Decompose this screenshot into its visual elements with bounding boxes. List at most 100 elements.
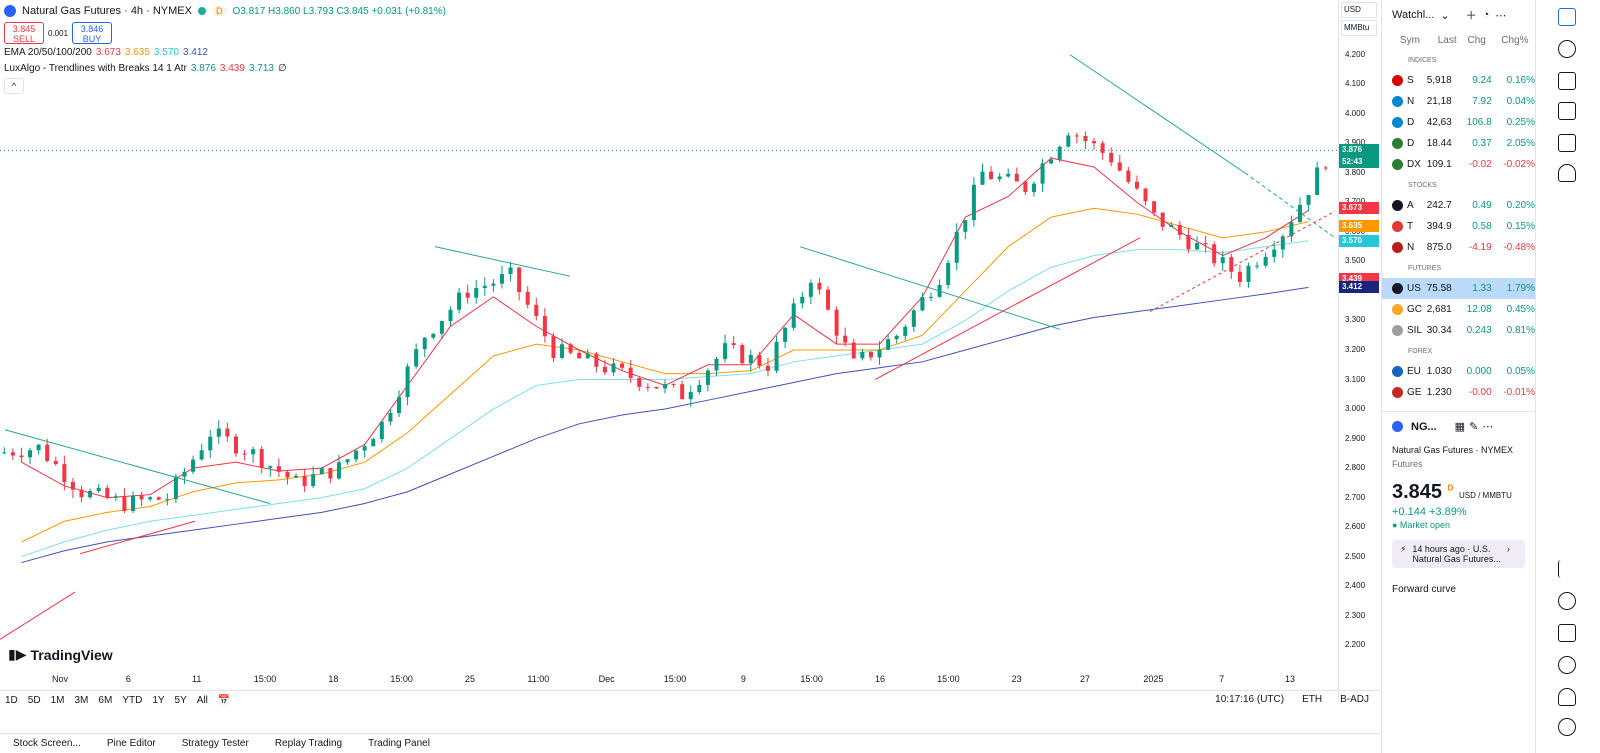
detail-type: Futures [1392, 459, 1423, 469]
buy-button[interactable]: 3.846 BUY [72, 22, 112, 44]
bottom-panel-tabs: Stock Screen... Pine Editor Strategy Tes… [0, 733, 1380, 753]
calendar-icon[interactable] [1558, 624, 1576, 642]
news-card[interactable]: ⚡ 14 hours ago · U.S. Natural Gas Future… [1392, 540, 1525, 568]
community-icon[interactable] [1558, 656, 1576, 674]
tab-pine-editor[interactable]: Pine Editor [106, 738, 156, 749]
calendar-goto-icon[interactable]: 📅 [217, 695, 231, 706]
ema20-line [21, 157, 1309, 499]
chart-area[interactable]: Nov 6 11 15:00 18 15:00 25 11:00 Dec 15:00 9 15:00 1… [0, 0, 1380, 700]
watchlist-row[interactable]: US 75.58 1.33 1.79% [1382, 278, 1535, 299]
range-ytd[interactable]: YTD [122, 695, 143, 706]
candle-body [36, 444, 41, 451]
row-last: 242.7 [1426, 200, 1452, 211]
symbol-logo-icon [1392, 159, 1403, 170]
forward-curve-link[interactable]: Forward curve [1392, 584, 1456, 595]
tab-replay-trading[interactable]: Replay Trading [274, 738, 343, 749]
layers-icon[interactable] [1558, 102, 1576, 120]
col-chgp[interactable]: Chg% [1501, 34, 1529, 46]
tab-strategy-tester[interactable]: Strategy Tester [181, 738, 249, 749]
range-5d[interactable]: 5D [27, 695, 41, 706]
add-symbol-icon[interactable]: ＋ [1465, 10, 1477, 22]
detail-name[interactable]: Natural Gas Futures [1392, 445, 1474, 455]
watchlist-row[interactable]: DX 109.1 -0.02 -0.02% [1382, 154, 1535, 175]
luxalgo-indicator-row[interactable]: LuxAlgo - Trendlines with Breaks 14 1 At… [4, 60, 446, 76]
range-5y[interactable]: 5Y [174, 695, 187, 706]
sell-button[interactable]: 3.845 SELL [4, 22, 44, 44]
market-status-dot [197, 7, 206, 15]
candle-body [388, 413, 393, 422]
watchlist-section-futures[interactable]: FUTURES [1408, 265, 1442, 272]
watchlist-row[interactable]: N 875.0 -4.19 -0.48% [1382, 237, 1535, 258]
row-change-percent: 0.15% [1506, 221, 1535, 232]
watchlist-title[interactable]: Watchl... [1392, 9, 1435, 21]
tab-stock-screener[interactable]: Stock Screen... [13, 738, 81, 749]
grid-icon[interactable]: ▦ [1454, 421, 1466, 433]
utc-clock[interactable]: 10:17:16 (UTC) [1215, 694, 1285, 705]
ema100-value: 3.570 [153, 46, 179, 58]
tradingview-logo[interactable]: ▮▶ TradingView [8, 646, 113, 663]
watchlist-row[interactable]: N 21,18 7.92 0.04% [1382, 91, 1535, 112]
watchlist-section-forex[interactable]: FOREX [1408, 348, 1433, 355]
range-1m[interactable]: 1M [50, 695, 65, 706]
alerts-clock-icon[interactable] [1558, 40, 1576, 58]
chevron-down-icon[interactable]: ⌄ [1440, 9, 1450, 22]
candle-body [1083, 136, 1088, 142]
candle-body [602, 366, 607, 373]
watchlist-row[interactable]: T 394.9 0.58 0.15% [1382, 216, 1535, 237]
eth-toggle[interactable]: ETH [1302, 694, 1323, 705]
watchlist-section-indices[interactable]: INDICES [1408, 57, 1437, 64]
candle-body [774, 341, 779, 371]
edit-icon[interactable]: ✎ [1469, 421, 1479, 433]
range-1d[interactable]: 1D [5, 695, 18, 706]
price-chart[interactable]: Nov 6 11 15:00 18 15:00 25 11:00 Dec 15:00 9 15:00 1… [0, 0, 1338, 690]
watchlist-row[interactable]: A 242.7 0.49 0.20% [1382, 195, 1535, 216]
range-all[interactable]: All [196, 695, 208, 706]
data-window-icon[interactable] [1558, 72, 1576, 90]
watchlist-row[interactable]: S 5,918 9.24 0.16% [1382, 70, 1535, 91]
watchlist-row[interactable]: SIL 30.34 0.243 0.81% [1382, 320, 1535, 341]
advanced-view-icon[interactable]: ◔ [1482, 9, 1490, 21]
symbol-title[interactable]: Natural Gas Futures · 4h · NYMEX [22, 5, 192, 17]
help-icon[interactable] [1558, 718, 1576, 736]
unit-selector[interactable]: MMBtu [1341, 20, 1377, 36]
collapse-legend-button[interactable]: ^ [4, 78, 24, 94]
currency-selector[interactable]: USD [1341, 2, 1377, 18]
row-change: 0.58 [1472, 221, 1492, 232]
candle-body [1057, 146, 1062, 160]
candle-body [705, 370, 710, 385]
col-sym[interactable]: Sym [1400, 34, 1420, 46]
badj-toggle[interactable]: B-ADJ [1340, 694, 1369, 705]
watchlist-row[interactable]: GE 1.230 -0.00 -0.01% [1382, 382, 1535, 403]
chat-icon[interactable] [1558, 134, 1576, 152]
target-icon[interactable] [1558, 592, 1576, 610]
watchlist-row[interactable]: D 42,63 106.8 0.25% [1382, 112, 1535, 133]
detail-symbol[interactable]: NG... [1411, 420, 1437, 433]
candle-body [233, 436, 238, 454]
price-axis[interactable]: USD MMBtu 4.200 4.100 4.000 3.900 3.800 3.700… [1338, 0, 1380, 700]
range-3m[interactable]: 3M [74, 695, 89, 706]
bell-icon[interactable] [1558, 688, 1576, 706]
watchlist-row[interactable]: GC 2,681 12.08 0.45% [1382, 299, 1535, 320]
col-last[interactable]: Last [1437, 34, 1457, 46]
more-icon[interactable]: ⋯ [1482, 421, 1494, 433]
range-6m[interactable]: 6M [98, 695, 113, 706]
watchlist-row[interactable]: D 18.44 0.37 2.05% [1382, 133, 1535, 154]
time-tick: 7 [1219, 674, 1224, 684]
candle-body [465, 292, 470, 298]
watchlist-row[interactable]: EU 1.030 0.000 0.05% [1382, 361, 1535, 382]
price-tick: 3.100 [1345, 374, 1366, 384]
watchlist-section-stocks[interactable]: STOCKS [1408, 182, 1437, 189]
row-change: -4.19 [1468, 242, 1492, 253]
watchlist-body: INDICES S 5,918 9.24 0.16% N 21,18 7.92 0.04% D 42… [1382, 50, 1535, 403]
trend-tool-icon[interactable] [1558, 560, 1576, 578]
notifications-icon[interactable] [1558, 164, 1576, 182]
more-icon[interactable]: ⋯ [1495, 9, 1507, 22]
range-1y[interactable]: 1Y [152, 695, 165, 706]
tab-trading-panel[interactable]: Trading Panel [368, 738, 430, 749]
ema-indicator-row[interactable]: EMA 20/50/100/200 3.673 3.635 3.570 3.41… [4, 44, 446, 60]
price-tick: 2.900 [1345, 433, 1366, 443]
lux-value-1: 3.876 [190, 62, 216, 74]
watchlist-icon[interactable] [1558, 8, 1576, 26]
col-chg[interactable]: Chg [1467, 34, 1486, 46]
candle-body [1246, 265, 1251, 283]
